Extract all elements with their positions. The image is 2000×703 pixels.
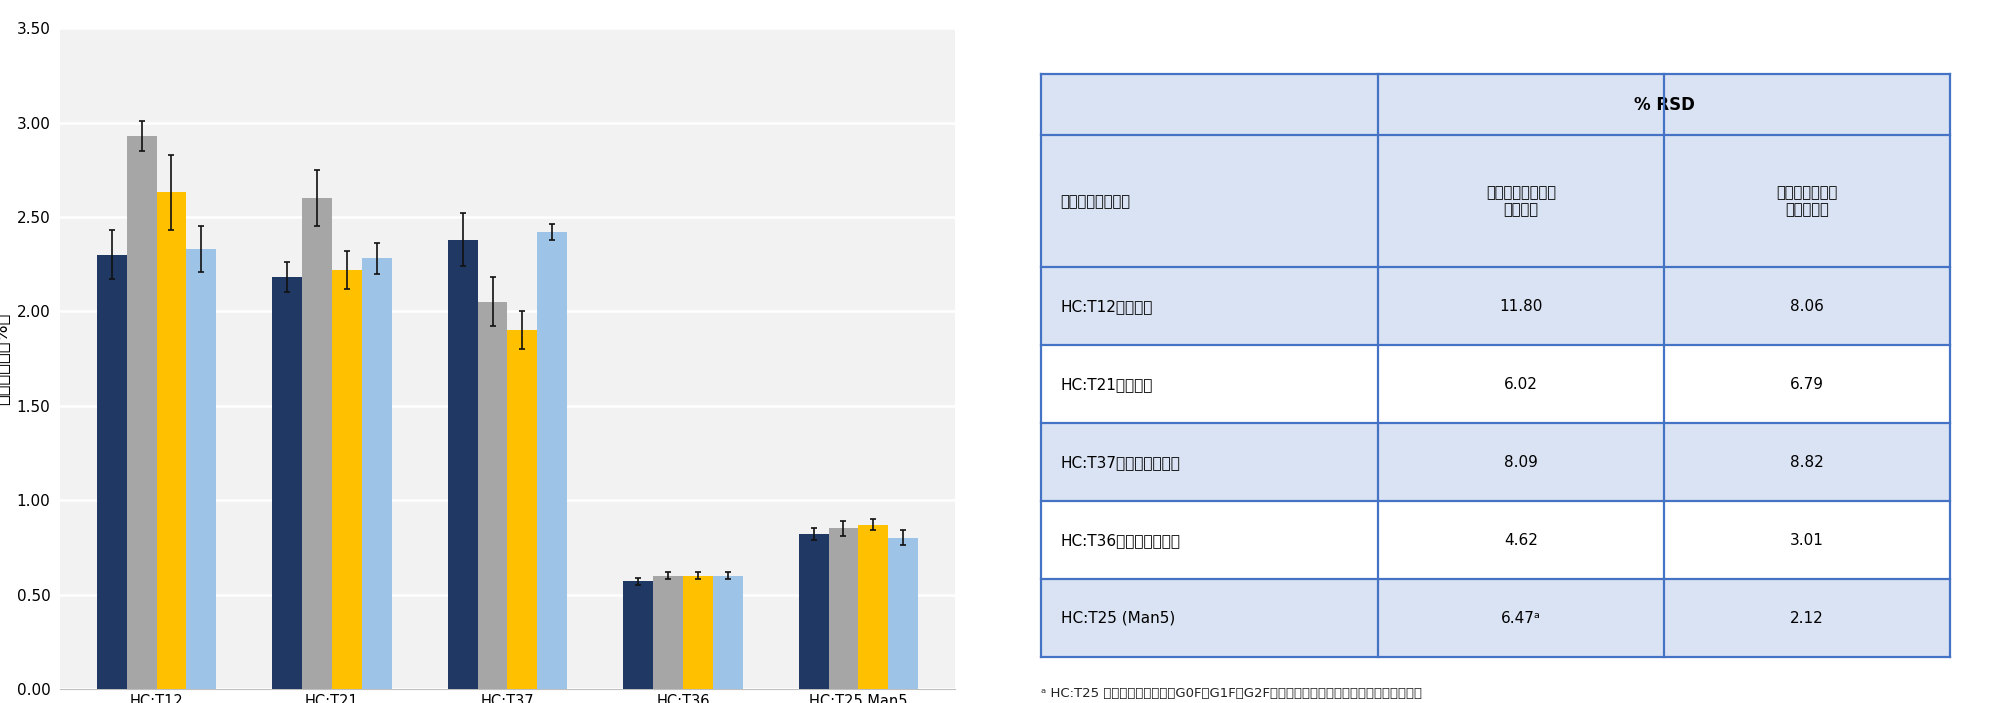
Text: HC:T21（酸化）: HC:T21（酸化） bbox=[1060, 377, 1154, 392]
Bar bbox=[682, 576, 712, 689]
FancyBboxPatch shape bbox=[1378, 345, 1664, 423]
FancyBboxPatch shape bbox=[1042, 423, 1378, 501]
FancyBboxPatch shape bbox=[1378, 501, 1664, 579]
Bar bbox=[362, 259, 392, 689]
FancyBboxPatch shape bbox=[1378, 135, 1664, 267]
Bar bbox=[712, 576, 742, 689]
Text: 11.80: 11.80 bbox=[1500, 299, 1542, 314]
FancyBboxPatch shape bbox=[1042, 579, 1378, 657]
Bar bbox=[448, 240, 478, 689]
Bar bbox=[478, 302, 508, 689]
Text: 8.82: 8.82 bbox=[1790, 455, 1824, 470]
Bar bbox=[858, 524, 888, 689]
Text: 8.06: 8.06 bbox=[1790, 299, 1824, 314]
Text: 6.02: 6.02 bbox=[1504, 377, 1538, 392]
Text: HC:T25 (Man5): HC:T25 (Man5) bbox=[1060, 611, 1174, 626]
Y-axis label: 相対存在量（%）: 相対存在量（%） bbox=[0, 312, 10, 405]
Bar bbox=[798, 534, 828, 689]
Bar bbox=[332, 270, 362, 689]
Bar bbox=[272, 278, 302, 689]
FancyBboxPatch shape bbox=[1042, 267, 1378, 345]
Bar bbox=[624, 581, 654, 689]
Text: 6.47ᵃ: 6.47ᵃ bbox=[1500, 611, 1540, 626]
Text: ᵃ HC:T25 のグリコフォーム（G0F、G1F、G2F）の合計存在量を、非修飾ペプチドの存在: ᵃ HC:T25 のグリコフォーム（G0F、G1F、G2F）の合計存在量を、非修… bbox=[1042, 687, 1422, 700]
FancyBboxPatch shape bbox=[1664, 501, 1950, 579]
Text: 未修飾のペプチド
の存在量: 未修飾のペプチド の存在量 bbox=[1486, 185, 1556, 217]
FancyBboxPatch shape bbox=[1664, 579, 1950, 657]
Text: HC:T36（脱アミド化）: HC:T36（脱アミド化） bbox=[1060, 533, 1180, 548]
Bar bbox=[888, 538, 918, 689]
Bar bbox=[186, 249, 216, 689]
Bar bbox=[828, 529, 858, 689]
Text: HC:T37（脱アミド化）: HC:T37（脱アミド化） bbox=[1060, 455, 1180, 470]
Bar bbox=[302, 198, 332, 689]
Bar bbox=[508, 330, 538, 689]
FancyBboxPatch shape bbox=[1378, 579, 1664, 657]
Text: ペプチド（修飾）: ペプチド（修飾） bbox=[1060, 194, 1130, 209]
FancyBboxPatch shape bbox=[1378, 423, 1664, 501]
FancyBboxPatch shape bbox=[1042, 135, 1378, 267]
FancyBboxPatch shape bbox=[1378, 267, 1664, 345]
FancyBboxPatch shape bbox=[1042, 501, 1378, 579]
FancyBboxPatch shape bbox=[1664, 345, 1950, 423]
FancyBboxPatch shape bbox=[1664, 135, 1950, 267]
Bar bbox=[126, 136, 156, 689]
Text: 3.01: 3.01 bbox=[1790, 533, 1824, 548]
Text: HC:T12（酸化）: HC:T12（酸化） bbox=[1060, 299, 1154, 314]
Bar bbox=[156, 193, 186, 689]
FancyBboxPatch shape bbox=[1664, 267, 1950, 345]
Bar bbox=[96, 254, 126, 689]
Bar bbox=[654, 576, 682, 689]
FancyBboxPatch shape bbox=[1664, 423, 1950, 501]
FancyBboxPatch shape bbox=[1042, 75, 1378, 135]
FancyBboxPatch shape bbox=[1378, 75, 1950, 135]
Text: 修飾ペプチドの
相対存在量: 修飾ペプチドの 相対存在量 bbox=[1776, 185, 1838, 217]
Bar bbox=[538, 232, 568, 689]
FancyBboxPatch shape bbox=[1042, 345, 1378, 423]
Text: % RSD: % RSD bbox=[1634, 96, 1694, 114]
Text: 4.62: 4.62 bbox=[1504, 533, 1538, 548]
Text: 8.09: 8.09 bbox=[1504, 455, 1538, 470]
Text: 2.12: 2.12 bbox=[1790, 611, 1824, 626]
Text: 6.79: 6.79 bbox=[1790, 377, 1824, 392]
